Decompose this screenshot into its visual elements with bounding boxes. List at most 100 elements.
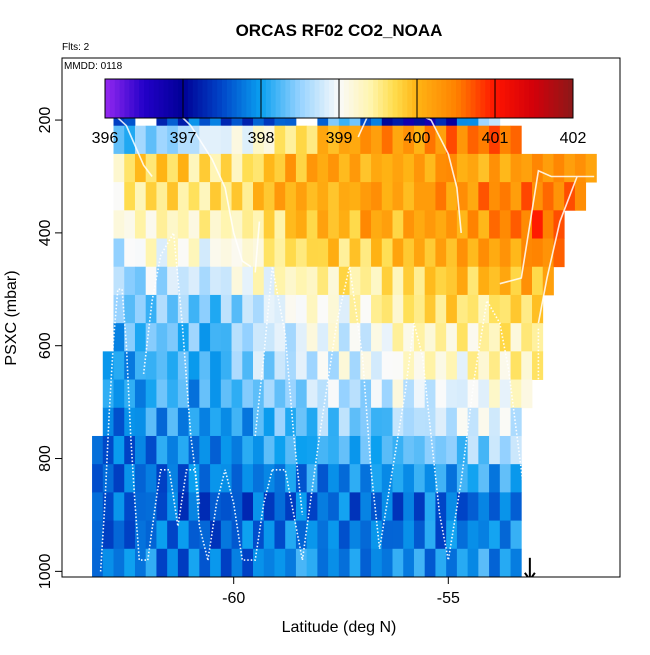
heatmap-cell (435, 548, 447, 577)
heatmap-cell (285, 435, 297, 465)
heatmap-cell (467, 182, 479, 211)
colorbar-swatch (300, 79, 306, 118)
heatmap-cell (413, 492, 426, 521)
heatmap-cell (338, 407, 350, 437)
heatmap-cell (156, 435, 168, 465)
heatmap-cell (263, 520, 275, 550)
heatmap-cell (510, 323, 522, 352)
heatmap-cell (134, 266, 147, 296)
colorbar-swatch (368, 79, 374, 118)
heatmap-cell (478, 379, 490, 409)
heatmap-cell (285, 238, 297, 268)
colorbar-swatch (202, 79, 208, 118)
heatmap-cell (253, 379, 265, 409)
heatmap-cell (134, 492, 147, 521)
heatmap-cell (413, 464, 426, 493)
heatmap-cell (446, 464, 458, 493)
x-axis-tick-label: -55 (437, 590, 460, 607)
heatmap-cell (199, 323, 211, 352)
heatmap-cell (435, 210, 447, 239)
heatmap-cell (499, 323, 511, 352)
heatmap-cell (521, 153, 533, 183)
heatmap-cell (574, 182, 587, 211)
heatmap-cell (274, 323, 286, 352)
heatmap-cell (177, 294, 190, 324)
heatmap-cell (413, 379, 426, 409)
heatmap-cell (274, 379, 286, 409)
colorbar-swatch (348, 79, 355, 118)
heatmap-cell (145, 492, 157, 521)
date-note: MMDD: 0118 (64, 61, 123, 72)
heatmap-cell (446, 435, 458, 465)
heatmap-cell (489, 182, 501, 211)
heatmap-cell (489, 351, 501, 380)
heatmap-cell (424, 266, 436, 296)
heatmap-cell (446, 548, 458, 577)
heatmap-cell (134, 407, 147, 437)
heatmap-cell (253, 520, 265, 550)
heatmap-cell (360, 323, 372, 352)
heatmap-cell (177, 125, 190, 155)
heatmap-cell (188, 182, 200, 211)
heatmap-cell (532, 182, 544, 211)
heatmap-cell (306, 153, 318, 183)
heatmap-cell (328, 153, 340, 183)
heatmap-cell (263, 435, 275, 465)
heatmap-cell (167, 182, 179, 211)
heatmap-cell (467, 323, 479, 352)
heatmap-cell (478, 351, 490, 380)
heatmap-cell (317, 407, 329, 437)
heatmap-cell (360, 379, 372, 409)
heatmap-cell (188, 266, 200, 296)
colorbar-swatch (553, 79, 559, 118)
heatmap-cell (263, 238, 275, 268)
colorbar-swatch (114, 79, 121, 118)
heatmap-cell (532, 210, 544, 239)
heatmap-cell (392, 379, 404, 409)
colorbar-swatch (334, 79, 340, 118)
heatmap-cell (478, 520, 490, 550)
heatmap-cell (134, 182, 147, 211)
heatmap-cell (220, 266, 232, 296)
heatmap-cell (306, 125, 318, 155)
heatmap-cell (124, 548, 136, 577)
heatmap-cell (253, 323, 265, 352)
heatmap-cell (413, 182, 426, 211)
heatmap-cell (521, 294, 533, 324)
heatmap-cell (360, 238, 372, 268)
heatmap-cell (124, 125, 136, 155)
heatmap-cell (124, 464, 136, 493)
heatmap-cell (338, 294, 350, 324)
heatmap-cell (124, 351, 136, 380)
heatmap-cell (295, 548, 308, 577)
heatmap-cell (435, 379, 447, 409)
y-axis-tick-label: 200 (37, 107, 54, 134)
heatmap-cell (177, 323, 190, 352)
heatmap-cell (295, 238, 308, 268)
heatmap-cell (424, 125, 436, 155)
heatmap-cell (424, 351, 436, 380)
heatmap-cell (145, 323, 157, 352)
heatmap-cell (349, 182, 361, 211)
heatmap-cell (134, 210, 147, 239)
colorbar-swatch (329, 79, 335, 118)
heatmap-cell (295, 323, 308, 352)
heatmap-cell (328, 492, 340, 521)
heatmap-cell (156, 182, 168, 211)
heatmap-cell (156, 266, 168, 296)
heatmap-cell (231, 379, 243, 409)
heatmap-cell (285, 407, 297, 437)
heatmap-cell (456, 520, 469, 550)
colorbar-swatch (270, 79, 277, 118)
heatmap-cell (92, 492, 104, 521)
heatmap-cell (156, 210, 168, 239)
heatmap-cell (253, 351, 265, 380)
heatmap-cell (231, 323, 243, 352)
heatmap-cell (285, 266, 297, 296)
heatmap-cell (510, 492, 522, 521)
heatmap-cell (424, 323, 436, 352)
colorbar-swatch (168, 79, 174, 118)
heatmap-cell (102, 407, 114, 437)
heatmap-cell (274, 464, 286, 493)
heatmap-cell (424, 153, 436, 183)
